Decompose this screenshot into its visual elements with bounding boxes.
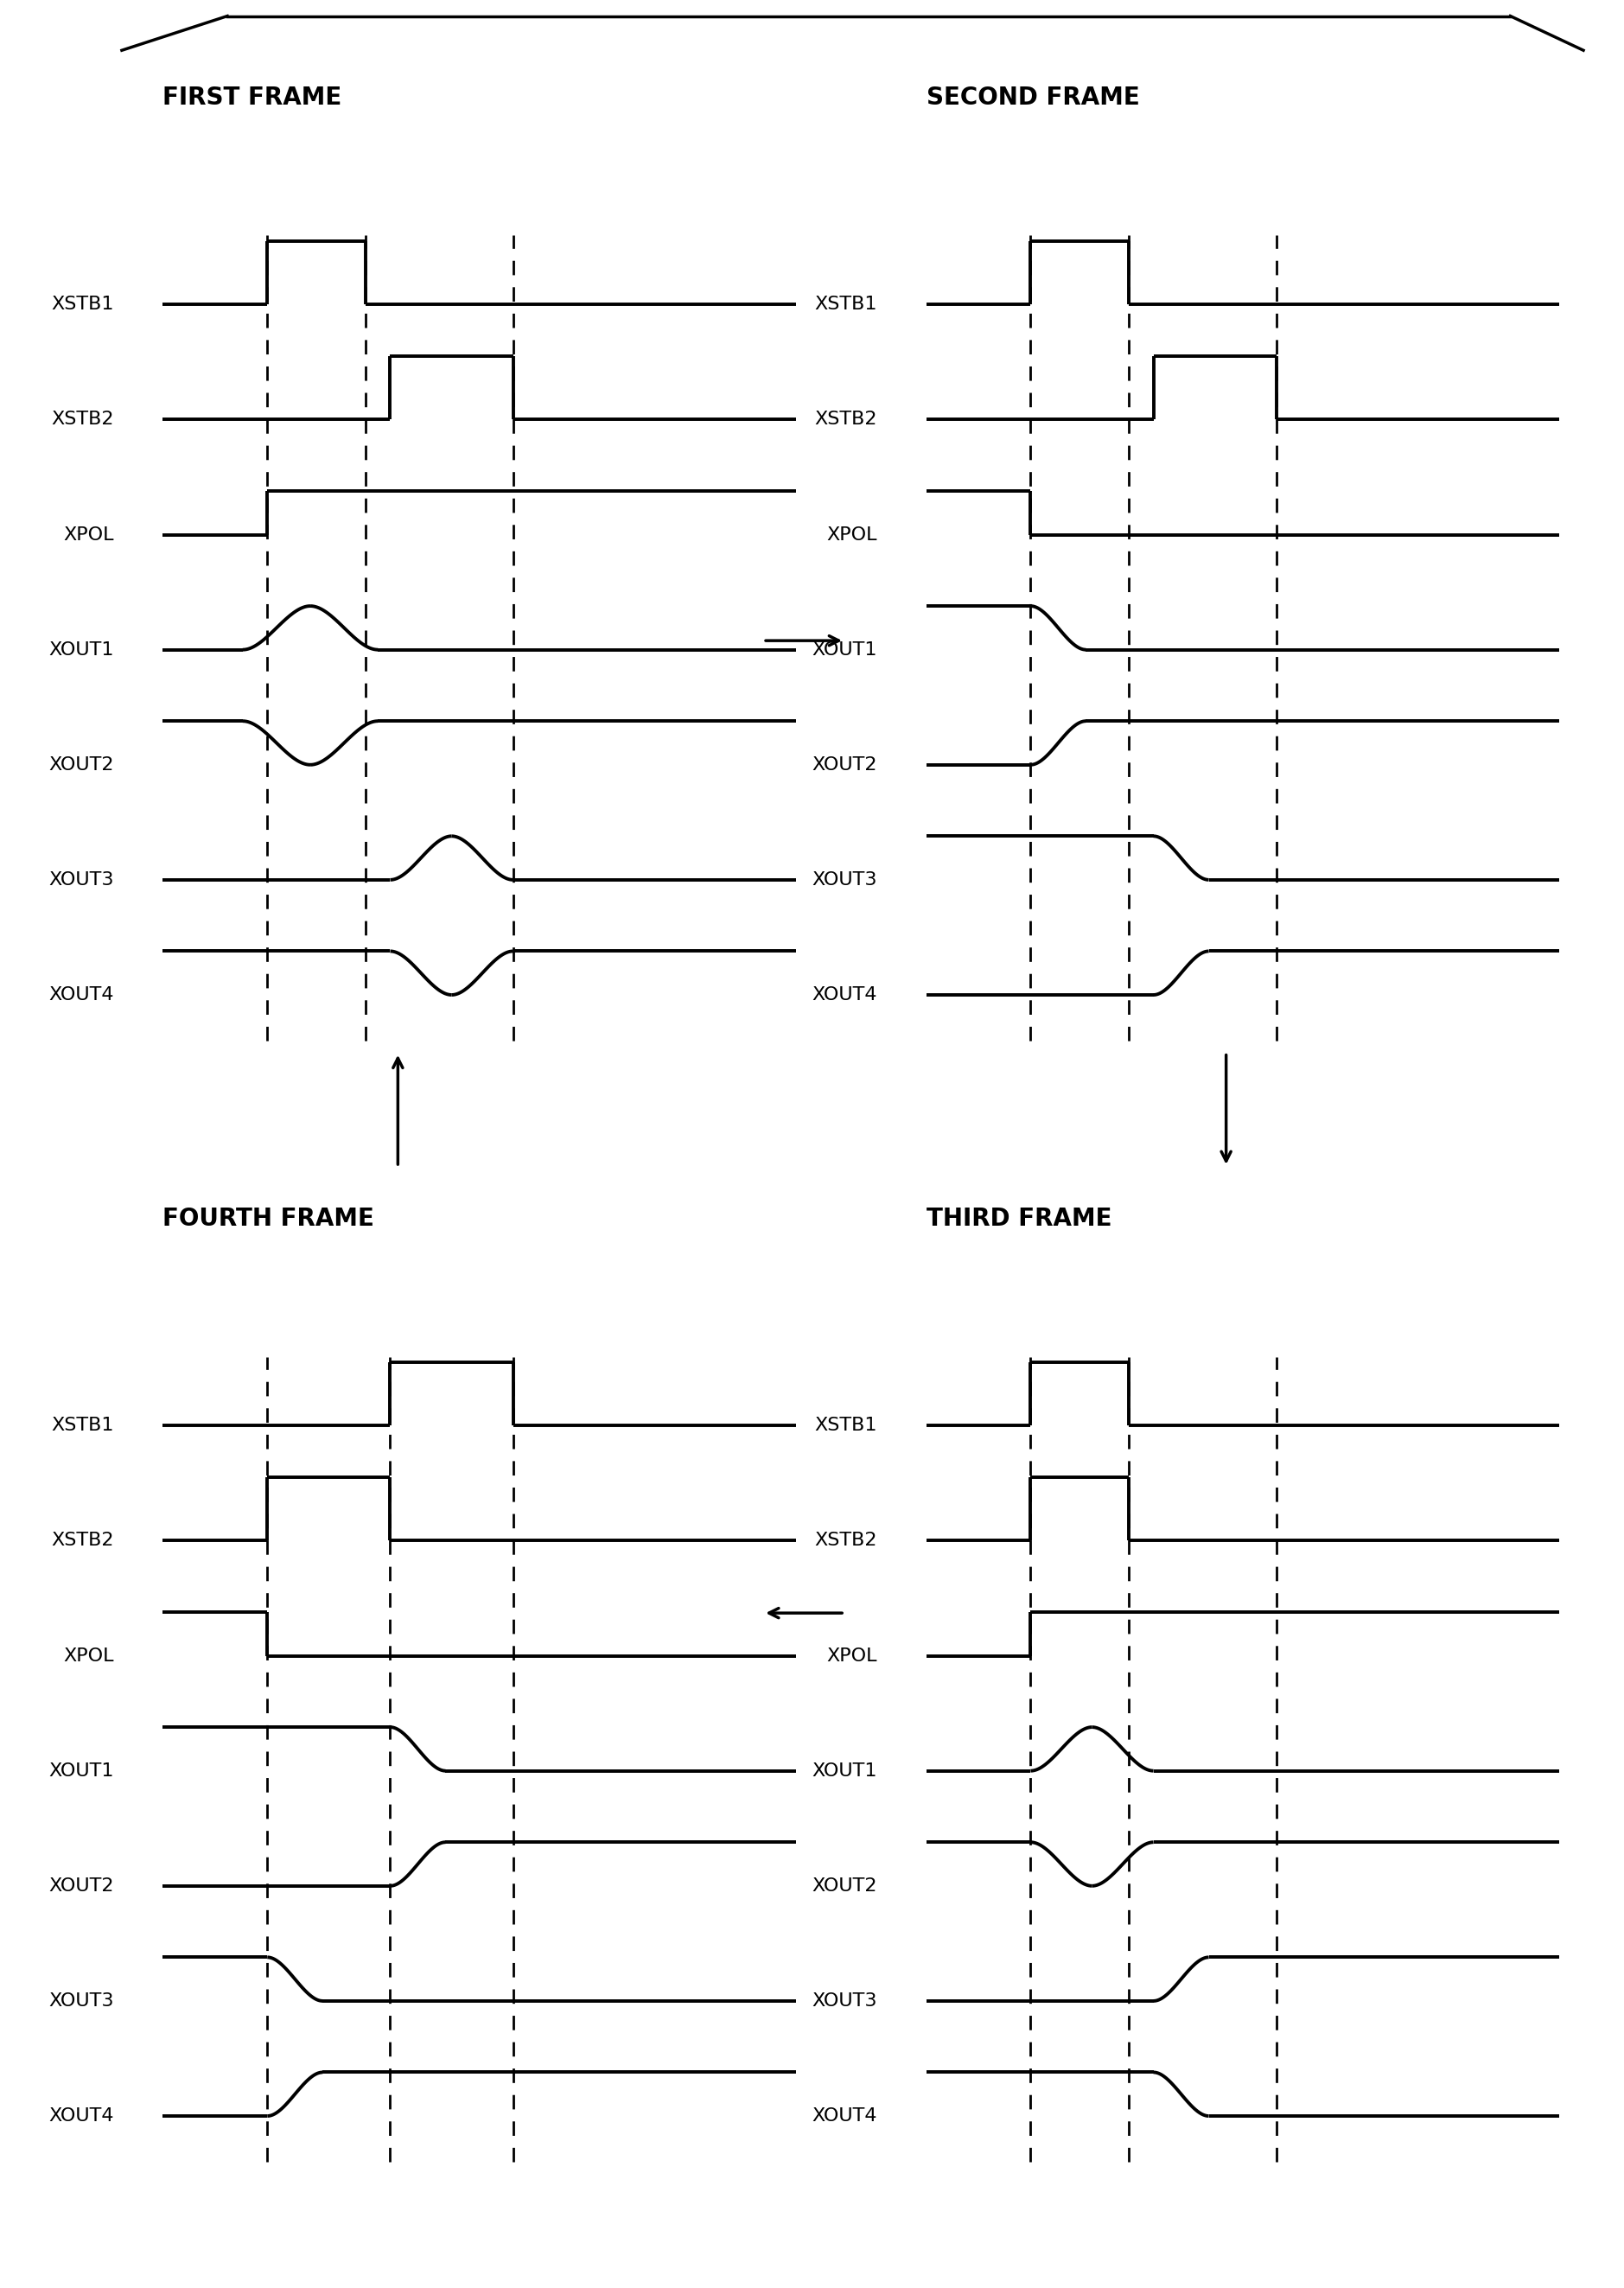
Text: XPOL: XPOL <box>63 526 114 542</box>
Text: FIRST FRAME: FIRST FRAME <box>162 87 343 110</box>
Text: XOUT2: XOUT2 <box>49 1876 114 1894</box>
Text: XOUT3: XOUT3 <box>49 1993 114 2009</box>
Text: XOUT4: XOUT4 <box>812 2107 877 2126</box>
Text: XPOL: XPOL <box>827 526 877 542</box>
Text: XPOL: XPOL <box>827 1647 877 1663</box>
Text: XOUT3: XOUT3 <box>49 872 114 888</box>
Text: XOUT3: XOUT3 <box>812 1993 877 2009</box>
Text: XOUT1: XOUT1 <box>49 1762 114 1780</box>
Text: SECOND FRAME: SECOND FRAME <box>926 87 1140 110</box>
Text: XSTB1: XSTB1 <box>50 1416 114 1435</box>
Text: XOUT2: XOUT2 <box>812 1876 877 1894</box>
Text: XSTB1: XSTB1 <box>814 295 877 313</box>
Text: XOUT2: XOUT2 <box>49 755 114 773</box>
Text: XSTB1: XSTB1 <box>50 295 114 313</box>
Text: XOUT4: XOUT4 <box>49 2107 114 2126</box>
Text: XPOL: XPOL <box>63 1647 114 1663</box>
Text: XOUT4: XOUT4 <box>49 986 114 1004</box>
Text: XSTB1: XSTB1 <box>814 1416 877 1435</box>
Text: XOUT2: XOUT2 <box>812 755 877 773</box>
Text: XOUT3: XOUT3 <box>812 872 877 888</box>
Text: XSTB2: XSTB2 <box>50 1533 114 1549</box>
Text: XOUT1: XOUT1 <box>49 641 114 659</box>
Text: FOURTH FRAME: FOURTH FRAME <box>162 1208 375 1231</box>
Text: XSTB2: XSTB2 <box>814 412 877 428</box>
Text: XOUT4: XOUT4 <box>812 986 877 1004</box>
Text: XOUT1: XOUT1 <box>812 641 877 659</box>
Text: XOUT1: XOUT1 <box>812 1762 877 1780</box>
Text: XSTB2: XSTB2 <box>814 1533 877 1549</box>
Text: XSTB2: XSTB2 <box>50 412 114 428</box>
Text: THIRD FRAME: THIRD FRAME <box>926 1208 1111 1231</box>
